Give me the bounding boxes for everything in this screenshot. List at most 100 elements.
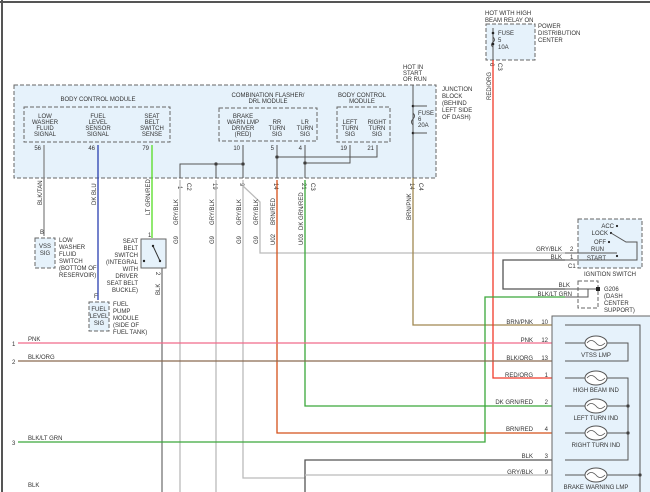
svg-text:PNK: PNK <box>28 337 40 343</box>
svg-text:C1: C1 <box>568 264 576 270</box>
svg-text:10: 10 <box>233 146 240 152</box>
svg-text:13: 13 <box>541 356 548 362</box>
svg-text:RESERVOIR): RESERVOIR) <box>59 273 96 279</box>
svg-text:WASHER: WASHER <box>32 120 59 126</box>
svg-text:RED/ORG: RED/ORG <box>505 373 533 379</box>
svg-text:SENSE: SENSE <box>142 132 162 138</box>
svg-text:DK GRN/RED: DK GRN/RED <box>299 192 305 230</box>
flasher-title: COMBINATION FLASHER/DRL MODULE <box>232 93 305 105</box>
svg-text:(SIDE OF: (SIDE OF <box>113 323 139 329</box>
svg-text:LEFT: LEFT <box>343 120 358 126</box>
svg-text:20A: 20A <box>418 123 429 129</box>
svg-text:SWITCH: SWITCH <box>114 253 138 259</box>
svg-text:5: 5 <box>271 146 275 152</box>
svg-text:TURN: TURN <box>369 126 386 132</box>
svg-text:(BEHIND: (BEHIND <box>442 101 467 107</box>
lamp-1: VTSS LMP <box>581 335 611 359</box>
svg-text:SWITCH: SWITCH <box>140 126 164 132</box>
cluster-lamps: VTSS LMP HIGH BEAM IND LEFT TURN IND RIGHT … <box>564 335 629 491</box>
svg-text:2: 2 <box>154 272 160 276</box>
svg-text:LOW: LOW <box>38 114 52 120</box>
svg-text:GRY/BLK: GRY/BLK <box>254 199 260 225</box>
svg-text:JUNCTION: JUNCTION <box>442 87 472 93</box>
svg-text:BLK/LT GRN: BLK/LT GRN <box>28 436 62 442</box>
svg-text:DISTRIBUTION: DISTRIBUTION <box>538 31 580 37</box>
svg-text:C4: C4 <box>417 183 423 191</box>
svg-text:SIGNAL: SIGNAL <box>34 132 57 138</box>
svg-text:21: 21 <box>300 183 306 190</box>
svg-text:BRN/PNK: BRN/PNK <box>506 320 533 326</box>
svg-text:SIG: SIG <box>300 132 311 138</box>
svg-text:HOT IN: HOT IN <box>403 65 423 71</box>
svg-text:1: 1 <box>545 373 549 379</box>
lamp-label: VTSS LMP <box>581 353 611 359</box>
svg-text:(DASH: (DASH <box>604 294 623 300</box>
svg-text:BRN/PNK: BRN/PNK <box>407 193 413 220</box>
svg-text:21: 21 <box>367 146 374 152</box>
svg-text:SIG: SIG <box>272 132 283 138</box>
lamp-5: BRAKE WARNING LMP <box>564 467 629 491</box>
lamp-3: LEFT TURN IND <box>574 398 619 422</box>
svg-text:WARN LMP: WARN LMP <box>227 120 259 126</box>
svg-text:SUPPORT): SUPPORT) <box>604 308 635 314</box>
svg-text:(BOTTOM OF: (BOTTOM OF <box>59 266 97 272</box>
svg-text:BLK/LT GRN: BLK/LT GRN <box>538 292 572 298</box>
bcm-signals-box <box>23 106 171 143</box>
svg-text:SENSOR: SENSOR <box>85 126 111 132</box>
svg-text:CENTER: CENTER <box>538 38 563 44</box>
svg-text:BLK: BLK <box>559 283 570 289</box>
svg-text:FUEL: FUEL <box>91 307 107 313</box>
svg-text:FUEL: FUEL <box>90 114 106 120</box>
svg-text:WITH: WITH <box>123 267 138 273</box>
svg-text:TURN: TURN <box>342 126 359 132</box>
wire-blk-ground <box>502 259 565 290</box>
svg-text:GRY/BLK: GRY/BLK <box>237 199 243 225</box>
svg-text:BRAKE: BRAKE <box>233 114 253 120</box>
wire-red-org <box>492 60 565 379</box>
svg-text:F: F <box>94 294 98 300</box>
svg-text:BLK: BLK <box>156 284 162 295</box>
svg-text:BLK: BLK <box>551 255 562 261</box>
flasher-signals-box <box>218 107 318 142</box>
svg-text:3: 3 <box>12 441 16 447</box>
svg-text:C2: C2 <box>185 183 191 191</box>
svg-text:BLK/ORG: BLK/ORG <box>506 356 533 362</box>
wire-blk-lt-grn <box>18 296 565 443</box>
svg-text:LOW: LOW <box>59 238 73 244</box>
svg-text:FUSE: FUSE <box>418 111 434 117</box>
svg-text:DK BLU: DK BLU <box>92 183 98 205</box>
svg-text:2: 2 <box>545 400 549 406</box>
svg-text:LOCK: LOCK <box>592 231 608 237</box>
seat-belt-switch <box>140 238 167 269</box>
svg-text:56: 56 <box>34 146 41 152</box>
svg-text:6: 6 <box>418 117 422 123</box>
lamp-2: HIGH BEAM IND <box>573 370 620 394</box>
svg-text:SEAT: SEAT <box>144 114 160 120</box>
svg-text:9: 9 <box>238 183 244 187</box>
svg-text:FUEL: FUEL <box>113 302 129 308</box>
svg-text:SIG: SIG <box>40 251 51 257</box>
svg-text:1: 1 <box>148 233 152 239</box>
bcm2-signals-box <box>336 106 391 143</box>
svg-text:OFF: OFF <box>594 240 606 246</box>
ignition-switch-positions: ACC LOCK OFF RUN START IGNITION SWITCH G… <box>536 224 638 278</box>
lamp-label: BRAKE WARNING LMP <box>564 485 629 491</box>
svg-text:LT GRN/RED: LT GRN/RED <box>146 179 152 215</box>
svg-text:2: 2 <box>12 360 16 366</box>
svg-text:SWITCH: SWITCH <box>59 259 83 265</box>
svg-text:START: START <box>587 256 606 262</box>
lamp-4: RIGHT TURN IND <box>572 425 621 449</box>
svg-text:6: 6 <box>488 63 494 67</box>
svg-text:B: B <box>40 230 44 236</box>
svg-text:RR: RR <box>273 120 282 126</box>
svg-text:U03: U03 <box>299 233 305 245</box>
svg-text:C3: C3 <box>309 183 315 191</box>
